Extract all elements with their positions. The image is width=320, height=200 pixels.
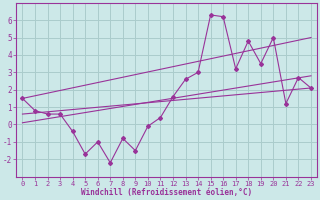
X-axis label: Windchill (Refroidissement éolien,°C): Windchill (Refroidissement éolien,°C) [81,188,252,197]
